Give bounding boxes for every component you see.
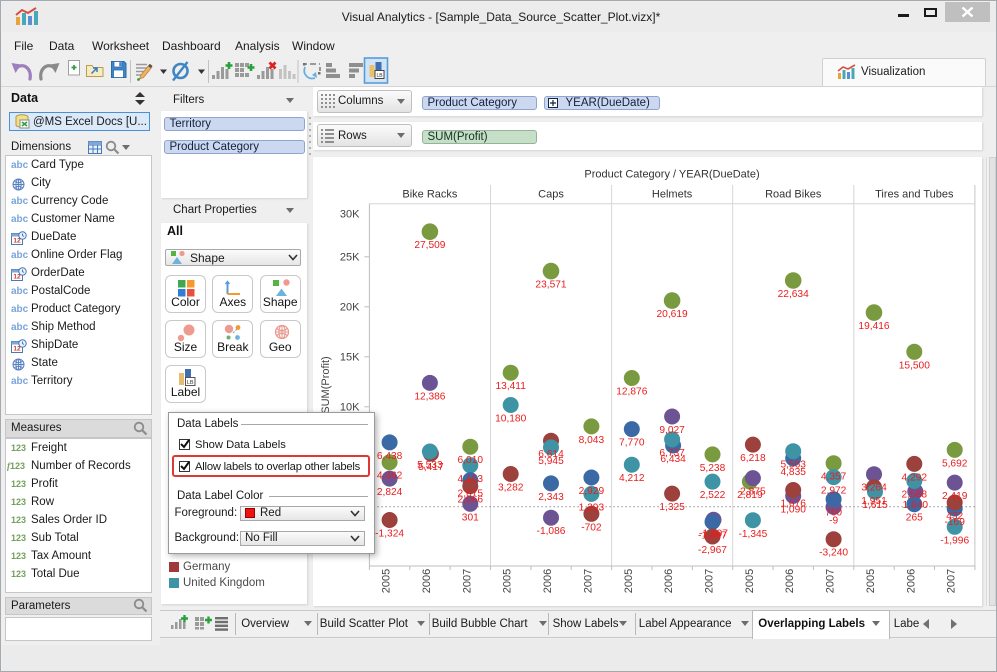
svg-text:2,875: 2,875 xyxy=(740,487,766,498)
svg-text:2005: 2005 xyxy=(744,569,756,593)
svg-text:1,090: 1,090 xyxy=(780,504,806,515)
svg-text:15,500: 15,500 xyxy=(899,360,930,371)
svg-text:-3,240: -3,240 xyxy=(819,548,848,559)
svg-text:6,438: 6,438 xyxy=(377,451,403,462)
svg-text:1,615: 1,615 xyxy=(862,500,888,511)
svg-text:-1,497: -1,497 xyxy=(698,530,727,541)
svg-text:432: 432 xyxy=(946,511,963,522)
svg-text:1,325: 1,325 xyxy=(659,502,685,513)
svg-text:5,692: 5,692 xyxy=(942,458,968,469)
svg-text:5,945: 5,945 xyxy=(538,456,564,467)
svg-text:Helmets: Helmets xyxy=(652,189,693,201)
svg-text:-702: -702 xyxy=(581,522,602,533)
svg-text:1,951: 1,951 xyxy=(861,496,887,507)
svg-text:2,066: 2,066 xyxy=(458,495,484,506)
svg-text:-169: -169 xyxy=(945,517,966,528)
svg-text:LB: LB xyxy=(376,73,383,79)
svg-text:5,533: 5,533 xyxy=(417,460,443,471)
svg-text:20K: 20K xyxy=(340,301,360,313)
svg-text:Bike Racks: Bike Racks xyxy=(402,189,458,201)
svg-text:301: 301 xyxy=(462,512,479,523)
svg-text:-9: -9 xyxy=(829,515,838,526)
svg-text:6,218: 6,218 xyxy=(740,453,766,464)
svg-text:5,238: 5,238 xyxy=(700,463,726,474)
svg-text:2007: 2007 xyxy=(825,569,837,593)
svg-text:2,522: 2,522 xyxy=(700,490,726,501)
svg-text:-1,996: -1,996 xyxy=(940,535,969,546)
svg-text:2007: 2007 xyxy=(704,569,716,593)
svg-text:23,571: 23,571 xyxy=(535,280,566,291)
svg-text:SUM(Profit): SUM(Profit) xyxy=(320,356,332,413)
svg-text:12,876: 12,876 xyxy=(616,387,647,398)
svg-text:1,676: 1,676 xyxy=(780,499,806,510)
svg-text:6,010: 6,010 xyxy=(458,455,484,466)
svg-text:-1,086: -1,086 xyxy=(537,526,566,537)
svg-text:12: 12 xyxy=(13,345,21,352)
svg-text:2005: 2005 xyxy=(865,569,877,593)
svg-text:3,264: 3,264 xyxy=(861,483,887,494)
svg-text:1,640: 1,640 xyxy=(903,500,929,511)
svg-text:15K: 15K xyxy=(340,351,360,363)
svg-text:13,411: 13,411 xyxy=(495,381,526,392)
svg-text:4,292: 4,292 xyxy=(902,472,928,483)
svg-text:10K: 10K xyxy=(340,401,360,413)
svg-text:2,588: 2,588 xyxy=(902,489,928,500)
svg-text:Product Category / YEAR(DueDat: Product Category / YEAR(DueDate) xyxy=(584,169,759,181)
svg-text:265: 265 xyxy=(906,513,923,524)
svg-text:2,824: 2,824 xyxy=(377,487,403,498)
svg-text:5,563: 5,563 xyxy=(780,460,806,471)
svg-text:-1,697: -1,697 xyxy=(699,528,728,539)
svg-text:2006: 2006 xyxy=(663,569,675,593)
svg-text:2006: 2006 xyxy=(542,569,554,593)
svg-text:2006: 2006 xyxy=(784,569,796,593)
svg-text:2,972: 2,972 xyxy=(821,486,847,497)
svg-text:Caps: Caps xyxy=(538,189,564,201)
svg-text:12: 12 xyxy=(13,273,21,280)
svg-text:5,417: 5,417 xyxy=(418,462,444,473)
svg-text:30K: 30K xyxy=(340,209,360,221)
svg-text:2,929: 2,929 xyxy=(579,486,605,497)
svg-text:-1,324: -1,324 xyxy=(375,529,404,540)
svg-text:Tires and Tubes: Tires and Tubes xyxy=(875,189,954,201)
svg-text:4,835: 4,835 xyxy=(780,467,806,478)
svg-text:10,180: 10,180 xyxy=(495,414,526,425)
svg-text:2007: 2007 xyxy=(582,569,594,593)
svg-text:LB: LB xyxy=(187,380,194,386)
svg-text:2005: 2005 xyxy=(623,569,635,593)
svg-text:22,634: 22,634 xyxy=(778,289,809,300)
svg-text:760: 760 xyxy=(825,508,842,519)
svg-text:4,212: 4,212 xyxy=(619,473,645,484)
svg-text:2,419: 2,419 xyxy=(942,491,968,502)
svg-text:1,293: 1,293 xyxy=(579,502,605,513)
svg-text:2005: 2005 xyxy=(381,569,393,593)
svg-text:2,819: 2,819 xyxy=(737,490,763,501)
svg-text:19,416: 19,416 xyxy=(858,321,889,332)
svg-text:2006: 2006 xyxy=(421,569,433,593)
svg-text:4,462: 4,462 xyxy=(377,471,403,482)
svg-text:Road Bikes: Road Bikes xyxy=(765,189,822,201)
svg-text:27,509: 27,509 xyxy=(414,240,445,251)
svg-text:-1,345: -1,345 xyxy=(738,529,767,540)
svg-text:2,343: 2,343 xyxy=(538,492,564,503)
svg-text:2006: 2006 xyxy=(905,569,917,593)
svg-text:20,619: 20,619 xyxy=(657,309,688,320)
svg-text:2007: 2007 xyxy=(946,569,958,593)
svg-text:4,153: 4,153 xyxy=(458,474,484,485)
svg-text:12: 12 xyxy=(13,237,21,244)
svg-text:2005: 2005 xyxy=(502,569,514,593)
svg-text:25K: 25K xyxy=(340,251,360,263)
svg-text:9,027: 9,027 xyxy=(659,425,685,436)
svg-text:12,386: 12,386 xyxy=(414,391,445,402)
svg-text:2,675: 2,675 xyxy=(458,489,484,500)
svg-text:6,614: 6,614 xyxy=(538,449,564,460)
svg-text:2007: 2007 xyxy=(461,569,473,593)
svg-text:4,357: 4,357 xyxy=(821,472,847,483)
svg-text:7,770: 7,770 xyxy=(619,438,645,449)
svg-text:6,434: 6,434 xyxy=(660,454,686,465)
svg-text:6,737: 6,737 xyxy=(659,448,685,459)
svg-text:3,282: 3,282 xyxy=(498,483,524,494)
svg-text:8,043: 8,043 xyxy=(579,435,605,446)
svg-text:-2,967: -2,967 xyxy=(698,545,727,556)
